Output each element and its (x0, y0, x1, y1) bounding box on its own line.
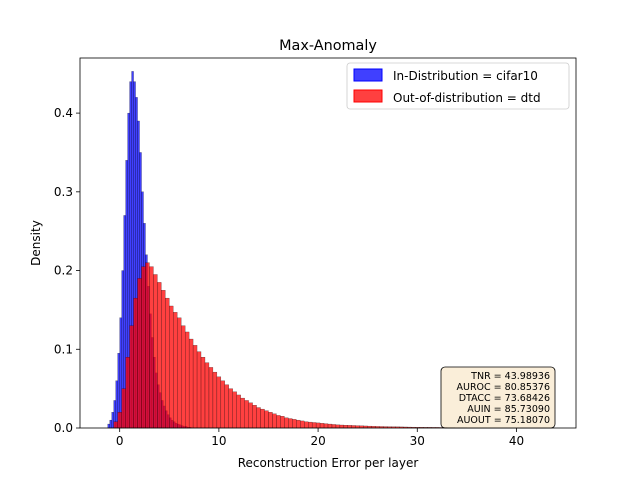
bar-dtd-19 (188, 338, 194, 429)
legend: In-Distribution = cifar10 Out-of-distrib… (346, 62, 570, 110)
x-tick-label-0: 0 (116, 434, 124, 448)
bar-dtd-25 (212, 371, 218, 429)
metrics-box: TNR = 43.98936 AUROC = 80.85376 DTACC = … (440, 366, 556, 429)
x-tick-label-1: 10 (211, 434, 226, 448)
bar-dtd-22 (200, 356, 206, 429)
bar-dtd-59 (347, 425, 352, 429)
bar-dtd-56 (335, 424, 341, 429)
bar-cifar10-2 (111, 412, 114, 429)
legend-frame (346, 62, 570, 110)
bar-dtd-42 (280, 416, 285, 429)
metric-auroc: AUROC = 80.85376 (457, 382, 551, 393)
y-tick-label-1: 0.1 (54, 342, 73, 356)
bar-dtd-4 (129, 325, 134, 429)
legend-label-dtd: Out-of-distribution = dtd (393, 91, 541, 105)
bar-dtd-39 (268, 412, 273, 429)
bar-dtd-50 (311, 422, 317, 429)
bar-dtd-30 (232, 391, 237, 429)
bar-dtd-16 (177, 317, 182, 429)
bar-dtd-48 (304, 421, 309, 429)
y-tick-label-2: 0.2 (54, 264, 73, 278)
bar-dtd-44 (288, 418, 293, 429)
bar-dtd-43 (284, 417, 289, 429)
bar-dtd-41 (276, 415, 281, 429)
bar-cifar10-1 (109, 419, 112, 429)
bar-dtd-13 (165, 297, 170, 429)
bar-dtd-1 (117, 412, 122, 429)
bar-cifar10-4 (115, 380, 118, 429)
bar-dtd-35 (252, 405, 257, 429)
metric-auout: AUOUT = 75.18070 (457, 415, 550, 426)
bar-dtd-33 (244, 400, 249, 429)
bar-dtd-20 (192, 345, 198, 429)
bar-dtd-47 (300, 420, 305, 429)
bar-dtd-0 (113, 421, 118, 429)
bar-dtd-17 (181, 325, 186, 429)
legend-label-cifar10: In-Distribution = cifar10 (393, 69, 538, 83)
bar-dtd-2 (121, 388, 126, 429)
metric-auin: AUIN = 85.73090 (467, 404, 550, 415)
y-tick-label-3: 0.3 (54, 185, 73, 199)
bar-dtd-9 (149, 266, 154, 429)
y-tick-label-0: 0.0 (54, 421, 73, 435)
y-axis-label: Density (29, 220, 43, 266)
bar-dtd-52 (319, 423, 325, 429)
bar-dtd-15 (173, 312, 178, 429)
bar-dtd-5 (133, 297, 138, 429)
y-tick-label-4: 0.4 (54, 106, 73, 120)
bar-dtd-11 (157, 282, 162, 429)
bar-dtd-54 (327, 423, 333, 429)
bar-dtd-29 (228, 388, 233, 429)
bar-dtd-26 (216, 376, 222, 429)
bar-dtd-10 (153, 274, 158, 429)
x-tick-label-4: 40 (509, 434, 524, 448)
legend-swatch-cifar10 (353, 68, 383, 82)
bar-dtd-21 (196, 351, 202, 429)
bar-dtd-49 (308, 421, 313, 429)
x-tick-label-2: 20 (310, 434, 325, 448)
bar-dtd-12 (161, 290, 166, 429)
metric-dtacc: DTACC = 73.68426 (459, 393, 550, 404)
bar-dtd-55 (331, 424, 337, 429)
x-axis-label: Reconstruction Error per layer (238, 456, 419, 470)
bar-dtd-53 (323, 423, 329, 429)
chart-title: Max-Anomaly (279, 38, 377, 54)
bar-dtd-6 (137, 278, 142, 429)
bar-dtd-18 (185, 331, 190, 429)
x-axis-ticks: 0 10 20 30 40 (116, 428, 524, 448)
metric-tnr: TNR = 43.98936 (470, 371, 550, 382)
bar-dtd-45 (292, 419, 297, 429)
bar-dtd-31 (236, 394, 241, 429)
bar-dtd-57 (339, 424, 345, 429)
bar-dtd-40 (272, 413, 277, 429)
bar-dtd-7 (141, 266, 146, 429)
bar-dtd-14 (169, 305, 174, 429)
bar-dtd-27 (220, 380, 225, 429)
bar-dtd-24 (208, 367, 214, 429)
bar-dtd-51 (315, 422, 321, 429)
bar-dtd-32 (240, 397, 245, 429)
bar-dtd-36 (256, 407, 261, 429)
bar-dtd-3 (125, 356, 130, 429)
bar-cifar10-6 (119, 317, 122, 429)
bar-dtd-23 (204, 362, 210, 429)
bar-dtd-34 (248, 402, 253, 429)
bar-dtd-38 (264, 410, 269, 429)
bar-dtd-8 (145, 262, 150, 429)
bar-dtd-37 (260, 408, 265, 429)
axes-frame (79, 57, 577, 429)
bar-dtd-58 (343, 425, 348, 429)
y-axis-ticks: 0.0 0.1 0.2 0.3 0.4 (54, 106, 80, 435)
metrics-box-frame (440, 366, 556, 429)
x-tick-label-3: 30 (410, 434, 425, 448)
bar-cifar10-0 (107, 423, 110, 429)
bar-dtd-46 (296, 419, 301, 429)
bar-dtd-28 (224, 384, 229, 429)
legend-swatch-dtd (353, 89, 383, 103)
